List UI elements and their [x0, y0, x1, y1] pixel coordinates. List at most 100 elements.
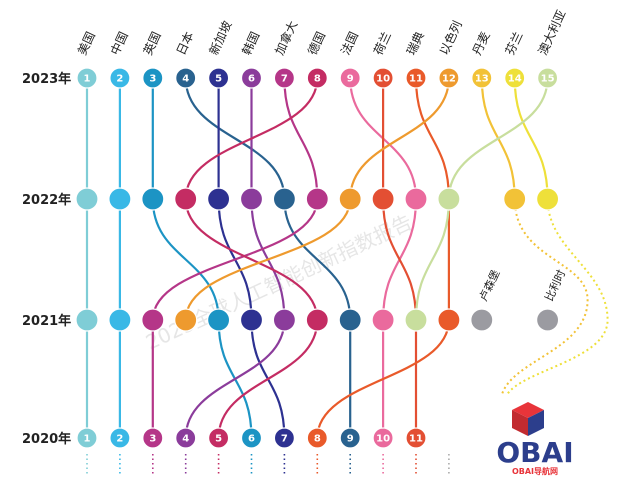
rank-number: 5 — [215, 434, 222, 445]
rank-marker: 4 — [175, 67, 197, 89]
country-label: 英国 — [141, 30, 164, 58]
rank-marker: 1 — [76, 67, 98, 89]
rank-number: 1 — [84, 74, 91, 85]
rank-line — [283, 77, 319, 200]
rank-marker — [108, 187, 132, 211]
logo-subtitle: OBAI导航网 — [512, 466, 558, 476]
marker-circle — [306, 67, 328, 89]
marker-circle — [404, 187, 428, 211]
rank-marker: 6 — [240, 67, 263, 89]
rank-line — [217, 319, 319, 439]
marker-circle — [437, 308, 461, 332]
rank-line — [414, 198, 450, 321]
rank-number: 10 — [376, 434, 390, 445]
marker-circle — [338, 308, 362, 332]
country-label: 澳大利亚 — [536, 8, 569, 57]
year-label: 2021年 — [22, 313, 71, 329]
marker-circle — [339, 67, 361, 89]
rank-line — [151, 198, 319, 321]
marker-circle — [438, 67, 460, 89]
country-label: 加拿大 — [272, 18, 301, 57]
rank-number: 8 — [314, 74, 321, 85]
rank-number: 7 — [281, 74, 288, 85]
rank-marker — [404, 308, 428, 332]
marker-circle — [175, 67, 197, 89]
rank-number: 4 — [182, 74, 189, 85]
marker-circle — [305, 187, 329, 211]
rank-marker — [141, 308, 165, 332]
rank-line — [184, 77, 319, 200]
rank-marker: 11 — [405, 67, 427, 89]
rank-marker: 11 — [405, 427, 427, 449]
rank-marker — [338, 187, 362, 211]
rank-marker — [535, 187, 560, 211]
rank-number: 3 — [149, 74, 156, 85]
rank-number: 11 — [409, 434, 423, 445]
marker-circle — [405, 427, 427, 449]
rank-marker — [272, 308, 296, 332]
marker-circle — [108, 308, 132, 332]
year-label: 2023年 — [22, 71, 71, 87]
rank-number: 10 — [376, 74, 390, 85]
rank-number: 1 — [84, 434, 91, 445]
marker-circle — [503, 187, 527, 211]
country-label: 新加坡 — [206, 18, 235, 57]
rank-marker: 10 — [372, 427, 394, 449]
rank-marker: 3 — [142, 427, 164, 449]
rank-marker — [239, 187, 264, 211]
rank-lines — [85, 77, 609, 439]
marker-circle — [272, 187, 296, 211]
marker-circle — [471, 67, 493, 89]
rank-marker — [239, 308, 264, 332]
rank-marker: 2 — [109, 67, 131, 89]
marker-circle — [141, 187, 165, 211]
marker-circle — [338, 187, 362, 211]
rank-line — [151, 198, 220, 321]
marker-circle — [536, 67, 559, 89]
marker-circle — [75, 308, 99, 332]
marker-circle — [535, 308, 560, 332]
country-label: 法国 — [338, 30, 361, 58]
country-label: 中国 — [107, 29, 131, 57]
logo-title: OBAI — [496, 436, 573, 469]
marker-circle — [174, 308, 198, 332]
rank-marker: 6 — [240, 427, 263, 449]
marker-circle — [240, 67, 263, 89]
rank-number: 2 — [116, 74, 123, 85]
rank-marker: 4 — [175, 427, 197, 449]
rank-number: 6 — [248, 74, 255, 85]
marker-circle — [75, 187, 99, 211]
marker-circle — [535, 187, 560, 211]
marker-circle — [142, 67, 164, 89]
country-label: 日本 — [174, 30, 197, 58]
rank-marker: 2 — [109, 427, 131, 449]
rank-marker — [503, 187, 527, 211]
rank-line — [316, 319, 450, 439]
rank-number: 6 — [248, 434, 255, 445]
rank-number: 9 — [347, 74, 354, 85]
country-label: 荷兰 — [371, 30, 394, 58]
marker-circle — [239, 187, 264, 211]
rank-marker — [437, 308, 461, 332]
rank-marker: 8 — [306, 67, 328, 89]
marker-circle — [372, 67, 394, 89]
marker-circle — [175, 427, 197, 449]
marker-circle — [470, 308, 494, 332]
rank-line — [382, 198, 418, 321]
marker-circle — [272, 308, 296, 332]
marker-circle — [76, 427, 98, 449]
marker-circle — [405, 67, 427, 89]
rank-number: 7 — [281, 434, 288, 445]
marker-circle — [372, 427, 394, 449]
rank-marker: 10 — [372, 67, 394, 89]
marker-circle — [208, 67, 230, 89]
rank-number: 9 — [347, 434, 354, 445]
marker-circle — [109, 67, 131, 89]
rank-number: 11 — [409, 74, 423, 85]
rank-marker: 5 — [208, 427, 230, 449]
rank-marker — [75, 308, 99, 332]
rank-line — [283, 198, 352, 321]
rank-marker: 8 — [306, 427, 328, 449]
country-label: 韩国 — [239, 29, 263, 57]
